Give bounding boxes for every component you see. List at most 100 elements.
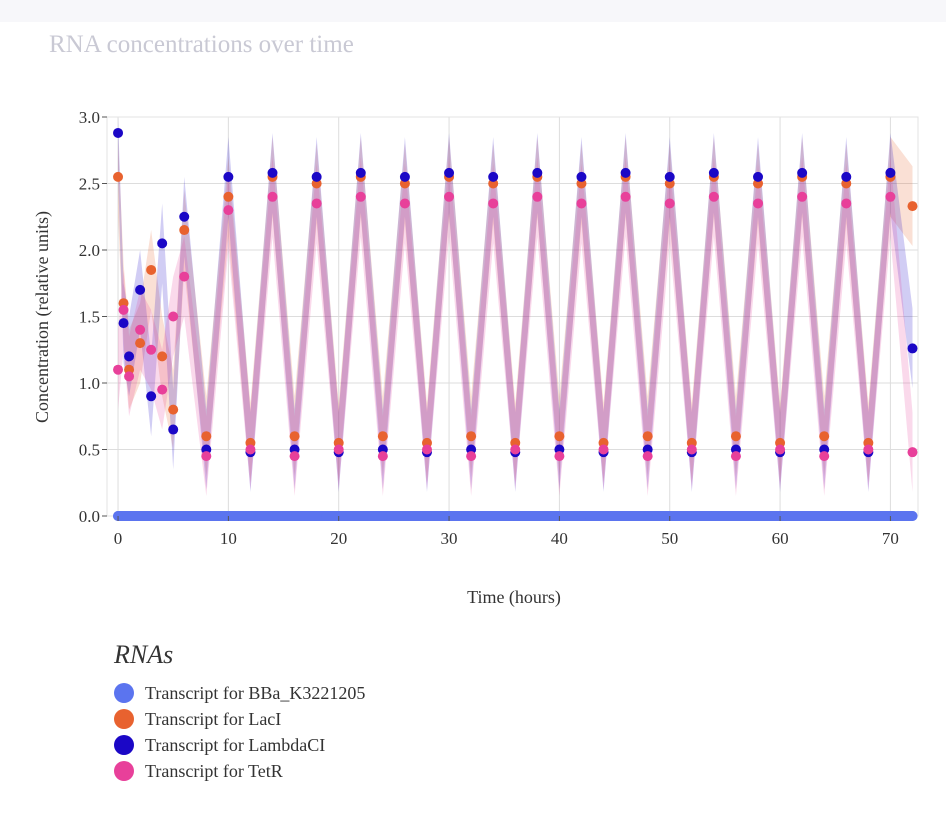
data-point [311,171,322,182]
data-point [576,198,587,209]
legend-label: Transcript for BBa_K3221205 [145,682,366,703]
legend-label: Transcript for LacI [145,708,282,729]
data-point [245,444,256,455]
data-point [399,198,410,209]
data-point [355,191,366,202]
legend-marker-icon [114,709,134,729]
data-point [885,191,896,202]
data-point [421,444,432,455]
data-point [466,431,477,442]
legend: RNAs Transcript for BBa_K3221205 Transcri… [114,640,365,784]
data-point [907,201,918,212]
data-point [488,171,499,182]
data-point [223,205,234,216]
data-point [168,311,179,322]
data-point [113,171,124,182]
legend-item[interactable]: Transcript for LacI [114,706,365,732]
data-point [532,167,543,178]
y-tick-label: 1.0 [79,374,100,393]
data-point [444,167,455,178]
x-tick-label: 10 [220,529,237,548]
data-point [311,198,322,209]
data-point [620,167,631,178]
data-point [841,511,852,521]
data-point [146,264,157,275]
error-bands [118,117,913,497]
legend-item[interactable]: Transcript for LambdaCI [114,732,365,758]
data-point [466,451,477,462]
data-point [168,404,179,415]
data-point [730,451,741,462]
data-point [124,351,135,362]
data-point [267,191,278,202]
data-point [179,511,190,521]
data-point [907,343,918,354]
data-point [664,198,675,209]
data-point [532,191,543,202]
data-point [377,431,388,442]
legend-marker-icon [114,761,134,781]
data-point [135,284,146,295]
y-tick-label: 1.5 [79,308,100,327]
data-point [135,338,146,349]
legend-item[interactable]: Transcript for BBa_K3221205 [114,680,365,706]
data-point [201,451,212,462]
y-tick-label: 0.0 [79,507,100,526]
top-bar [0,0,946,22]
data-point [223,191,234,202]
data-point [642,451,653,462]
data-point [377,511,388,521]
data-point [554,451,565,462]
x-tick-label: 40 [551,529,568,548]
legend-item[interactable]: Transcript for TetR [114,758,365,784]
data-point [554,431,565,442]
data-point [146,344,157,355]
data-point [124,371,135,382]
data-point [775,444,786,455]
data-point [841,171,852,182]
data-point [708,511,719,521]
data-point [355,167,366,178]
data-point [289,451,300,462]
data-point [885,167,896,178]
legend-items: Transcript for BBa_K3221205 Transcript fo… [114,680,365,784]
x-tick-label: 50 [661,529,678,548]
data-point [135,324,146,335]
data-point [841,198,852,209]
data-point [118,318,129,329]
error-band [118,156,913,497]
y-tick-label: 3.0 [79,108,100,127]
x-tick-label: 60 [772,529,789,548]
data-point [267,167,278,178]
data-point [907,447,918,458]
legend-marker-icon [114,683,134,703]
data-point [576,511,587,521]
data-point [223,171,234,182]
chart-title: RNA concentrations over time [49,31,354,58]
data-point [907,511,918,521]
error-band [118,136,913,483]
data-point [168,424,179,435]
data-point [510,444,521,455]
data-point [753,171,764,182]
data-point [730,431,741,442]
data-point [642,511,653,521]
data-point [179,211,190,222]
data-point [488,198,499,209]
data-point [179,271,190,282]
data-point [157,384,168,395]
x-tick-label: 20 [330,529,347,548]
y-tick-label: 2.0 [79,241,100,260]
data-point [157,351,168,362]
y-tick-label: 0.5 [79,441,100,460]
data-point [113,364,124,375]
data-point [620,191,631,202]
data-point [113,127,124,138]
data-point [664,171,675,182]
data-point [598,444,609,455]
data-point [118,304,129,315]
data-point [399,171,410,182]
data-point [708,191,719,202]
data-point [576,171,587,182]
data-point [863,444,874,455]
